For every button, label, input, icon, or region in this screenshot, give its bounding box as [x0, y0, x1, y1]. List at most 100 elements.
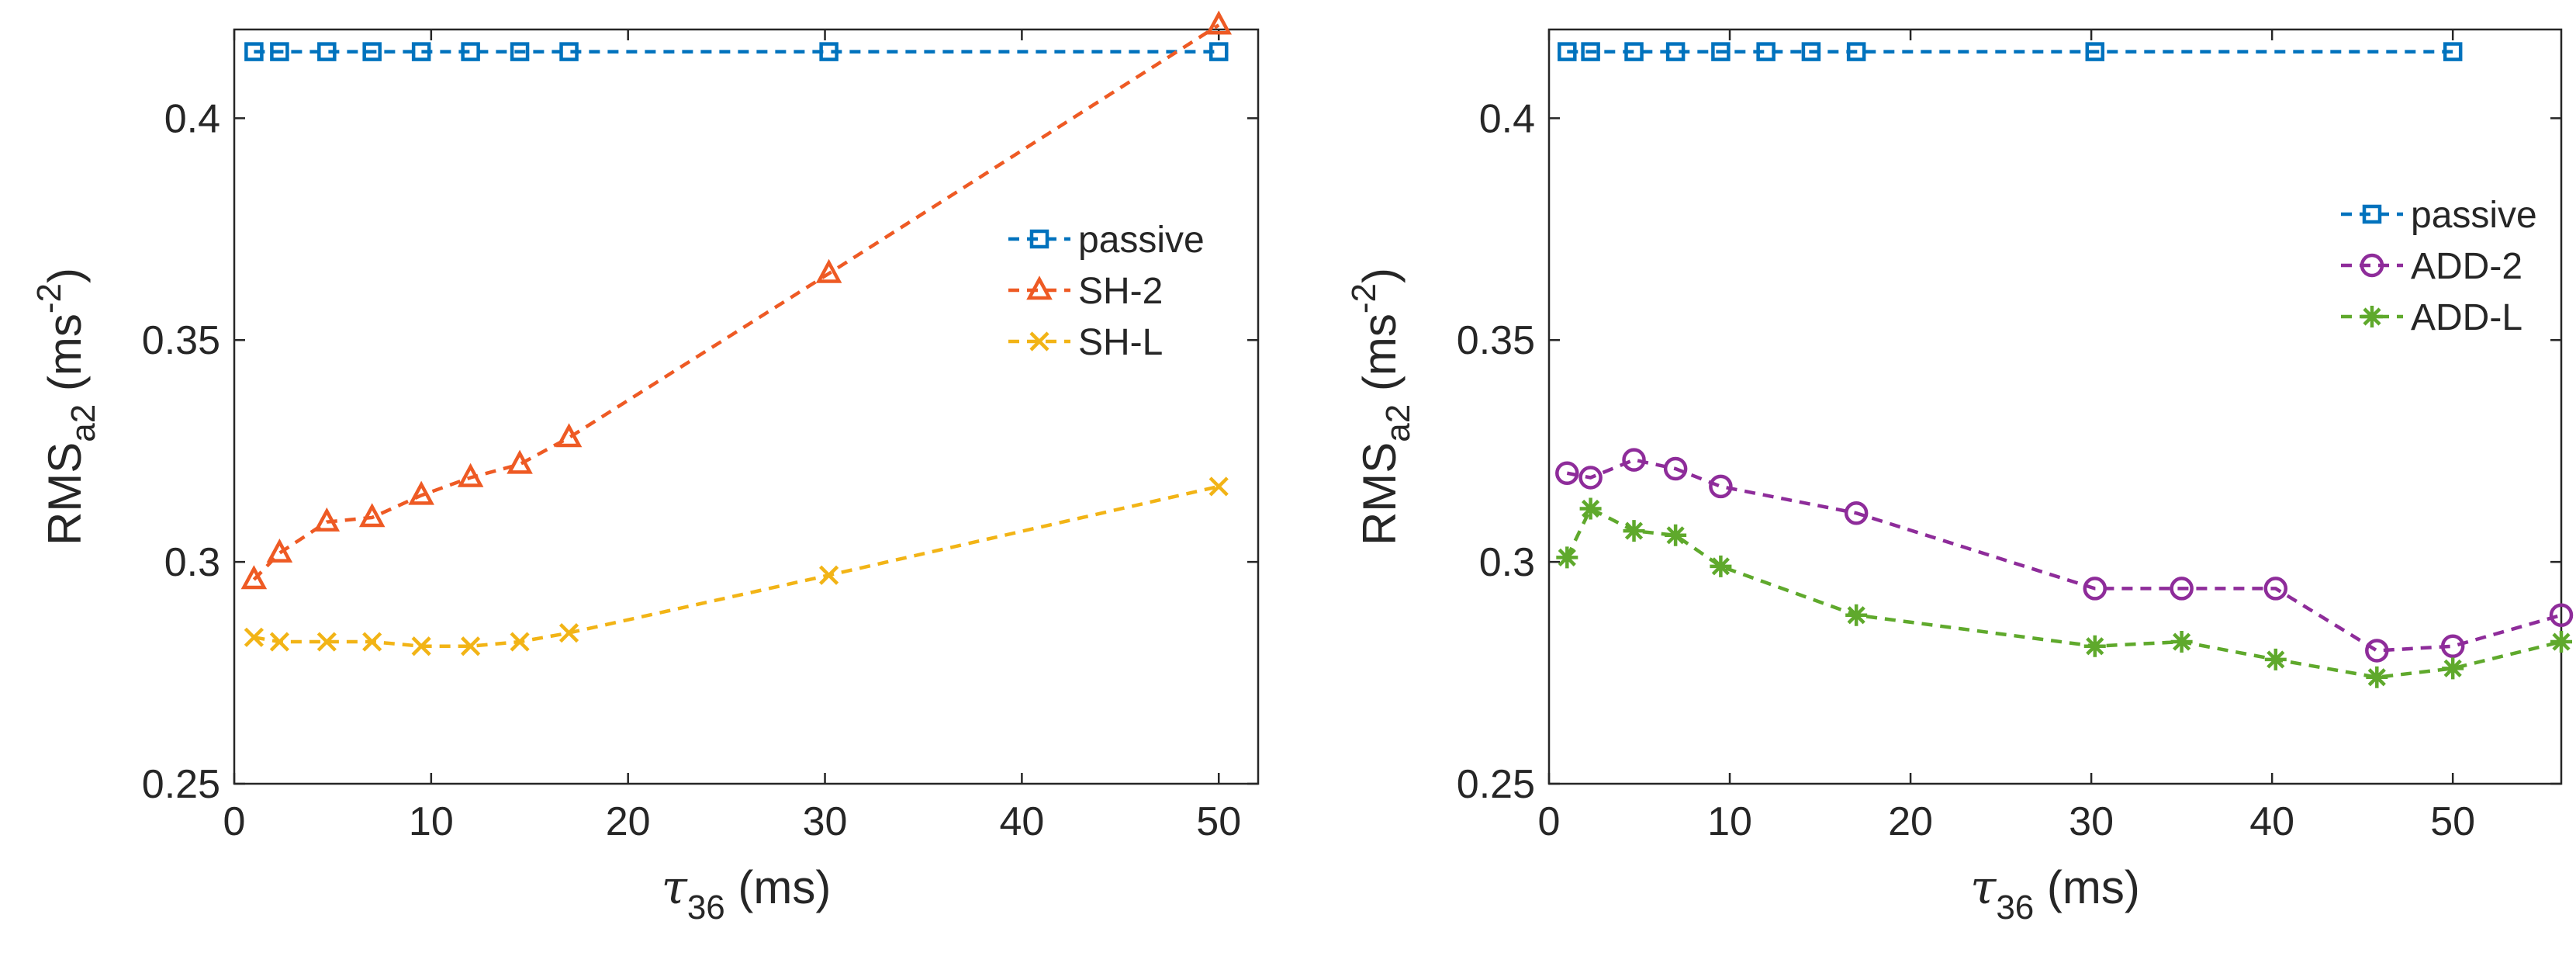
right-x-tick-label: 30 — [2069, 799, 2114, 844]
right-data-point-add-2 — [1709, 474, 1733, 499]
left-y-tick-label: 0.35 — [142, 318, 220, 363]
right-data-point-add-l — [2550, 631, 2572, 653]
right-data-point-passive — [1665, 42, 1686, 61]
left-legend-marker-passive — [1029, 229, 1049, 249]
left-legend-marker-sh-2 — [1026, 275, 1053, 300]
left-y-tick-label: 0.3 — [164, 540, 220, 585]
left-legend-label-passive: passive — [1078, 220, 1205, 261]
right-data-point-add-2 — [2549, 603, 2574, 627]
right-data-point-add-2 — [1555, 461, 1579, 486]
right-data-point-passive — [1756, 42, 1776, 61]
right-y-axis-label: RMSa2 (ms-2) — [1345, 268, 1417, 546]
right-data-point-add-2 — [1622, 448, 1646, 472]
right-data-point-passive — [1801, 42, 1821, 61]
left-y-axis-unit-close: ) — [39, 268, 91, 283]
right-data-point-add-2 — [2263, 577, 2288, 601]
right-y-axis-unit: (ms — [1354, 313, 1406, 404]
right-x-tick-label: 40 — [2249, 799, 2294, 844]
right-y-axis-subscript: a2 — [1379, 404, 1417, 442]
right-data-point-add-l — [1623, 520, 1645, 542]
left-legend: passive SH-2 SH-L — [1008, 220, 1205, 363]
left-x-axis-subscript: 36 — [687, 889, 725, 927]
left-data-point-sh-2 — [1205, 10, 1233, 35]
right-data-point-passive — [1558, 42, 1577, 61]
left-data-point-sh-2 — [507, 449, 533, 474]
left-data-point-sh-l — [244, 627, 264, 647]
right-x-axis-subscript: 36 — [1996, 889, 2034, 927]
right-series-line-add-2 — [1566, 458, 2562, 653]
right-data-point-add-2 — [1663, 456, 1688, 481]
left-x-tick-label: 0 — [223, 799, 246, 844]
left-data-point-sh-l — [1208, 476, 1229, 497]
right-y-tick-label: 0.3 — [1479, 540, 1535, 585]
right-y-axis-superscript: -2 — [1345, 283, 1383, 313]
right-data-point-passive — [1624, 42, 1644, 61]
left-data-point-sh-l — [461, 636, 481, 656]
right-data-point-add-l — [1710, 555, 1732, 577]
right-data-point-passive — [1581, 42, 1600, 61]
left-data-point-sh-l — [411, 636, 431, 656]
left-series-sh-l — [244, 476, 1229, 656]
left-data-point-passive — [510, 42, 530, 61]
left-data-point-sh-2 — [457, 462, 484, 487]
left-x-axis-label: τ36 (ms) — [662, 861, 832, 927]
right-data-point-passive — [2085, 42, 2105, 61]
right-data-point-add-2 — [2170, 577, 2194, 601]
right-plot-area — [1547, 28, 2563, 785]
right-data-point-add-l — [2366, 666, 2388, 688]
left-series-line-sh-2 — [252, 23, 1220, 581]
right-data-point-passive — [2443, 42, 2463, 61]
left-x-tick-label: 10 — [409, 799, 454, 844]
left-data-point-sh-2 — [240, 565, 268, 590]
left-series-line-sh-l — [254, 484, 1219, 649]
right-x-tick-label: 50 — [2430, 799, 2475, 844]
right-data-point-add-2 — [2440, 634, 2465, 659]
left-data-point-passive — [362, 42, 382, 61]
left-y-axis-superscript: -2 — [30, 283, 68, 313]
right-data-point-add-l — [2083, 635, 2106, 657]
left-y-tick-label: 0.4 — [164, 96, 220, 141]
right-x-axis-unit: (ms) — [2034, 861, 2140, 913]
left-y-axis-label: RMSa2 (ms-2) — [30, 268, 102, 546]
right-data-point-add-l — [2442, 657, 2464, 680]
right-data-point-passive — [1711, 42, 1731, 61]
right-x-tick-label: 10 — [1707, 799, 1752, 844]
right-legend-label-add-l: ADD-L — [2411, 297, 2522, 338]
left-data-point-sh-2 — [358, 503, 386, 528]
left-data-point-sh-l — [269, 632, 289, 652]
right-x-tick-label: 0 — [1538, 799, 1561, 844]
left-data-point-sh-2 — [815, 258, 842, 283]
right-x-axis-symbol: τ — [1970, 861, 1997, 915]
left-x-tick-label: 30 — [803, 799, 848, 844]
right-data-point-add-2 — [1578, 466, 1603, 490]
left-x-tick-label: 50 — [1196, 799, 1241, 844]
left-y-axis-subscript: a2 — [64, 404, 102, 442]
left-legend-label-sh-l: SH-L — [1078, 322, 1163, 363]
right-y-tick-label: 0.25 — [1457, 762, 1535, 807]
left-legend-label-sh-2: SH-2 — [1078, 271, 1163, 312]
left-data-point-passive — [461, 42, 480, 61]
left-data-point-sh-2 — [555, 423, 583, 448]
left-x-tick-label: 40 — [999, 799, 1044, 844]
left-data-point-passive — [270, 42, 289, 61]
left-data-point-sh-l — [510, 632, 530, 652]
left-data-point-sh-2 — [408, 480, 434, 505]
right-data-point-add-l — [2264, 648, 2287, 670]
right-y-axis-unit-close: ) — [1354, 268, 1406, 283]
right-legend-marker-passive — [2362, 204, 2382, 224]
left-data-point-sh-l — [316, 632, 337, 652]
left-data-point-sh-l — [362, 632, 382, 652]
right-data-point-add-l — [2170, 631, 2193, 653]
right-legend-label-add-2: ADD-2 — [2411, 246, 2522, 287]
right-series-add-2 — [1555, 448, 2574, 663]
left-legend-marker-sh-l — [1029, 331, 1049, 352]
left-x-axis-unit: (ms) — [725, 861, 832, 913]
left-data-point-sh-2 — [266, 538, 293, 563]
left-data-point-sh-l — [558, 623, 579, 643]
right-legend-marker-add-2 — [2360, 253, 2384, 278]
left-data-point-passive — [819, 42, 838, 61]
left-y-tick-label: 0.25 — [142, 762, 220, 807]
right-x-tick-label: 20 — [1888, 799, 1933, 844]
